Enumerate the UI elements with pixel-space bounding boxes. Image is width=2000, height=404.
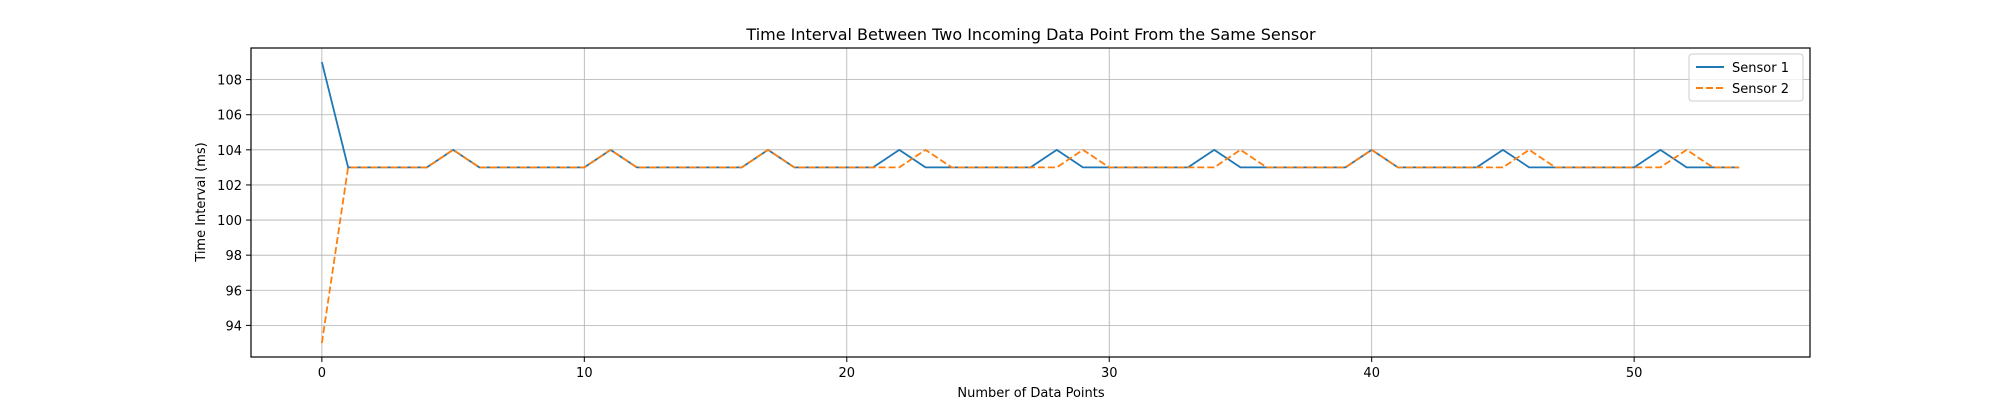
y-tick-label: 100 xyxy=(217,214,242,229)
series-lines xyxy=(320,61,1740,344)
legend-box xyxy=(1688,53,1804,102)
x-tick-label: 10 xyxy=(576,366,593,381)
y-tick-label: 108 xyxy=(217,74,242,89)
legend: Sensor 1 Sensor 2 xyxy=(1688,53,1804,102)
legend-label-sensor-1: Sensor 1 xyxy=(1732,61,1789,76)
grid-lines xyxy=(251,48,1810,357)
series-line-sensor-2 xyxy=(320,148,1740,344)
y-axis-label: Time Interval (ms) xyxy=(194,142,209,262)
y-tick-label: 102 xyxy=(217,179,242,194)
x-tick-label: 40 xyxy=(1363,366,1380,381)
y-tick-label: 104 xyxy=(217,144,242,159)
legend-label-sensor-2: Sensor 2 xyxy=(1732,82,1789,97)
y-tick-label: 98 xyxy=(225,249,242,264)
x-tick-label: 20 xyxy=(839,366,856,381)
y-tick-label: 96 xyxy=(225,284,242,299)
x-tick-label: 0 xyxy=(318,366,326,381)
axis-ticks: 0 10 20 30 40 50 94 96 98 100 102 104 106 108 xyxy=(217,74,1642,381)
y-tick-label: 106 xyxy=(217,109,242,124)
chart-title: Time Interval Between Two Incoming Data … xyxy=(745,25,1316,44)
plot-frame xyxy=(250,47,1811,358)
x-tick-label: 30 xyxy=(1101,366,1118,381)
x-tick-label: 50 xyxy=(1626,366,1643,381)
y-tick-label: 94 xyxy=(225,319,242,334)
x-axis-label: Number of Data Points xyxy=(957,386,1104,400)
